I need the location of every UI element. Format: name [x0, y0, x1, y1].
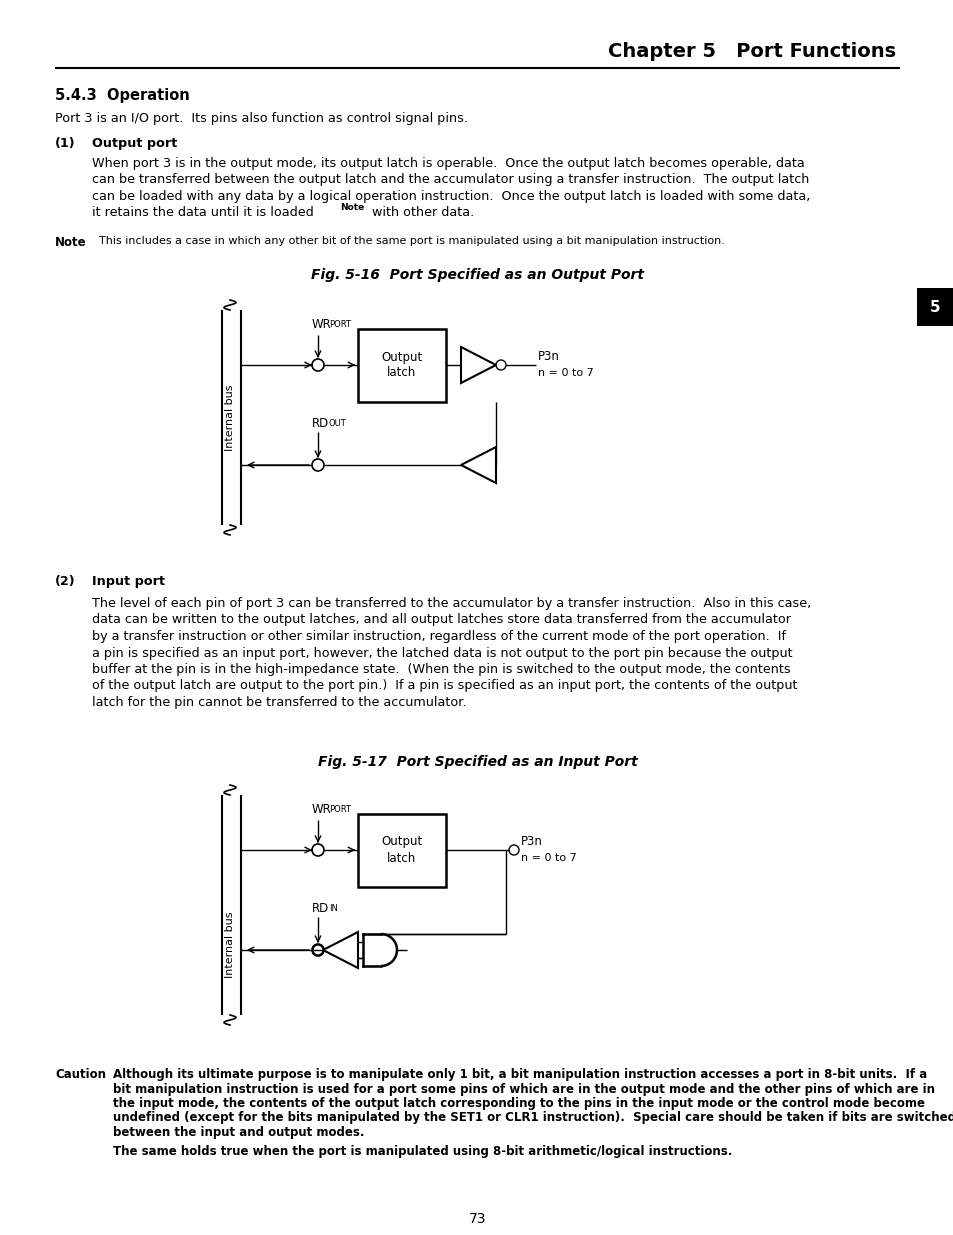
Bar	[357, 814, 446, 887]
Text: RD: RD	[312, 417, 329, 430]
Text: buffer at the pin is in the high-impedance state.  (When the pin is switched to : buffer at the pin is in the high-impedan…	[91, 663, 790, 676]
Text: Fig. 5-17  Port Specified as an Input Port: Fig. 5-17 Port Specified as an Input Por…	[317, 755, 638, 769]
Text: P3n: P3n	[537, 350, 559, 363]
Text: Input port: Input port	[91, 576, 165, 588]
Text: Although its ultimate purpose is to manipulate only 1 bit, a bit manipulation in: Although its ultimate purpose is to mani…	[112, 1068, 926, 1081]
Text: 5.4.3  Operation: 5.4.3 Operation	[55, 88, 190, 103]
Text: latch for the pin cannot be transferred to the accumulator.: latch for the pin cannot be transferred …	[91, 697, 466, 709]
Text: Chapter 5   Port Functions: Chapter 5 Port Functions	[607, 42, 895, 61]
Text: PORT: PORT	[329, 805, 351, 814]
Text: latch: latch	[387, 367, 416, 379]
Text: a pin is specified as an input port, however, the latched data is not output to : a pin is specified as an input port, how…	[91, 646, 792, 659]
Text: Output port: Output port	[91, 137, 177, 149]
Text: of the output latch are output to the port pin.)  If a pin is specified as an in: of the output latch are output to the po…	[91, 679, 797, 693]
Text: The level of each pin of port 3 can be transferred to the accumulator by a trans: The level of each pin of port 3 can be t…	[91, 597, 810, 610]
Text: the input mode, the contents of the output latch corresponding to the pins in th: the input mode, the contents of the outp…	[112, 1097, 924, 1110]
Text: data can be written to the output latches, and all output latches store data tra: data can be written to the output latche…	[91, 614, 790, 626]
Text: Caution: Caution	[55, 1068, 106, 1081]
Text: (2): (2)	[55, 576, 75, 588]
Bar	[357, 329, 446, 401]
Text: Fig. 5-16  Port Specified as an Output Port: Fig. 5-16 Port Specified as an Output Po…	[312, 268, 644, 282]
Text: 5: 5	[929, 300, 940, 315]
Text: (1): (1)	[55, 137, 75, 149]
Text: WR: WR	[312, 317, 332, 331]
Bar	[916, 288, 953, 326]
Text: 73: 73	[469, 1212, 486, 1226]
Text: Note: Note	[339, 204, 364, 212]
Text: P3n: P3n	[520, 835, 542, 848]
Text: with other data.: with other data.	[368, 206, 474, 220]
Text: When port 3 is in the output mode, its output latch is operable.  Once the outpu: When port 3 is in the output mode, its o…	[91, 157, 804, 170]
Text: n = 0 to 7: n = 0 to 7	[520, 853, 577, 863]
Text: WR: WR	[312, 803, 332, 816]
Text: This includes a case in which any other bit of the same port is manipulated usin: This includes a case in which any other …	[91, 236, 724, 246]
Text: Port 3 is an I/O port.  Its pins also function as control signal pins.: Port 3 is an I/O port. Its pins also fun…	[55, 112, 468, 125]
Text: undefined (except for the bits manipulated by the SET1 or CLR1 instruction).  Sp: undefined (except for the bits manipulat…	[112, 1112, 953, 1125]
Text: RD: RD	[312, 902, 329, 915]
Text: between the input and output modes.: between the input and output modes.	[112, 1126, 364, 1139]
Text: it retains the data until it is loaded: it retains the data until it is loaded	[91, 206, 314, 220]
Text: Internal bus: Internal bus	[225, 384, 235, 451]
Text: n = 0 to 7: n = 0 to 7	[537, 368, 593, 378]
Text: The same holds true when the port is manipulated using 8-bit arithmetic/logical : The same holds true when the port is man…	[112, 1145, 732, 1157]
Text: Note: Note	[55, 236, 87, 249]
Text: Output: Output	[381, 351, 422, 363]
Text: by a transfer instruction or other similar instruction, regardless of the curren: by a transfer instruction or other simil…	[91, 630, 785, 643]
Text: bit manipulation instruction is used for a port some pins of which are in the ou: bit manipulation instruction is used for…	[112, 1083, 934, 1095]
Text: IN: IN	[329, 904, 337, 913]
Text: latch: latch	[387, 851, 416, 864]
Text: OUT: OUT	[329, 419, 346, 429]
Text: Output: Output	[381, 836, 422, 848]
Text: can be transferred between the output latch and the accumulator using a transfer: can be transferred between the output la…	[91, 173, 808, 186]
Text: can be loaded with any data by a logical operation instruction.  Once the output: can be loaded with any data by a logical…	[91, 190, 809, 203]
Text: PORT: PORT	[329, 320, 351, 329]
Text: Internal bus: Internal bus	[225, 911, 235, 978]
